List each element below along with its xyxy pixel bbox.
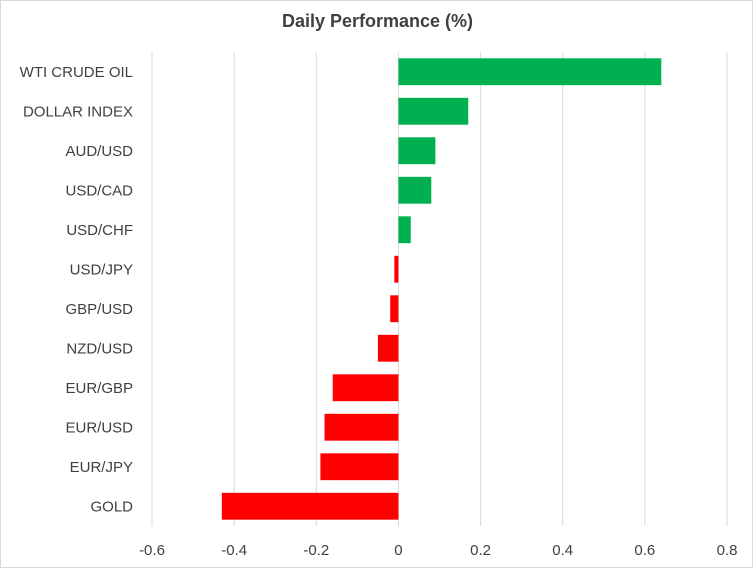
category-label: GBP/USD <box>65 301 133 318</box>
x-tick-label: 0.4 <box>552 542 573 559</box>
bar <box>398 176 432 204</box>
category-label: NZD/USD <box>66 340 133 357</box>
x-tick-label: -0.2 <box>303 542 329 559</box>
bar <box>324 413 399 441</box>
bar <box>320 453 399 481</box>
bar <box>390 295 399 323</box>
category-label: USD/CHF <box>66 222 133 239</box>
x-tick-label: -0.4 <box>221 542 247 559</box>
category-label: WTI CRUDE OIL <box>20 64 133 81</box>
chart-title: Daily Performance (%) <box>281 11 474 31</box>
x-tick-label: 0 <box>394 542 402 559</box>
category-label: USD/CAD <box>65 182 133 199</box>
bar <box>398 97 469 125</box>
bar <box>398 216 411 244</box>
category-label: USD/JPY <box>70 261 133 278</box>
category-label: EUR/JPY <box>70 459 133 476</box>
bar <box>332 374 399 402</box>
category-label: AUD/USD <box>65 143 133 160</box>
x-tick-label: 0.8 <box>717 542 738 559</box>
category-label: DOLLAR INDEX <box>23 103 133 120</box>
x-tick-label: 0.6 <box>634 542 655 559</box>
x-tick-label: -0.6 <box>139 542 165 559</box>
bar <box>394 255 399 283</box>
category-label: GOLD <box>90 498 133 515</box>
category-label: EUR/USD <box>65 419 133 436</box>
bar <box>398 137 436 165</box>
bar <box>221 492 399 520</box>
category-label: EUR/GBP <box>65 380 133 397</box>
bar <box>398 58 662 86</box>
x-tick-label: 0.2 <box>470 542 491 559</box>
bar <box>377 334 399 362</box>
